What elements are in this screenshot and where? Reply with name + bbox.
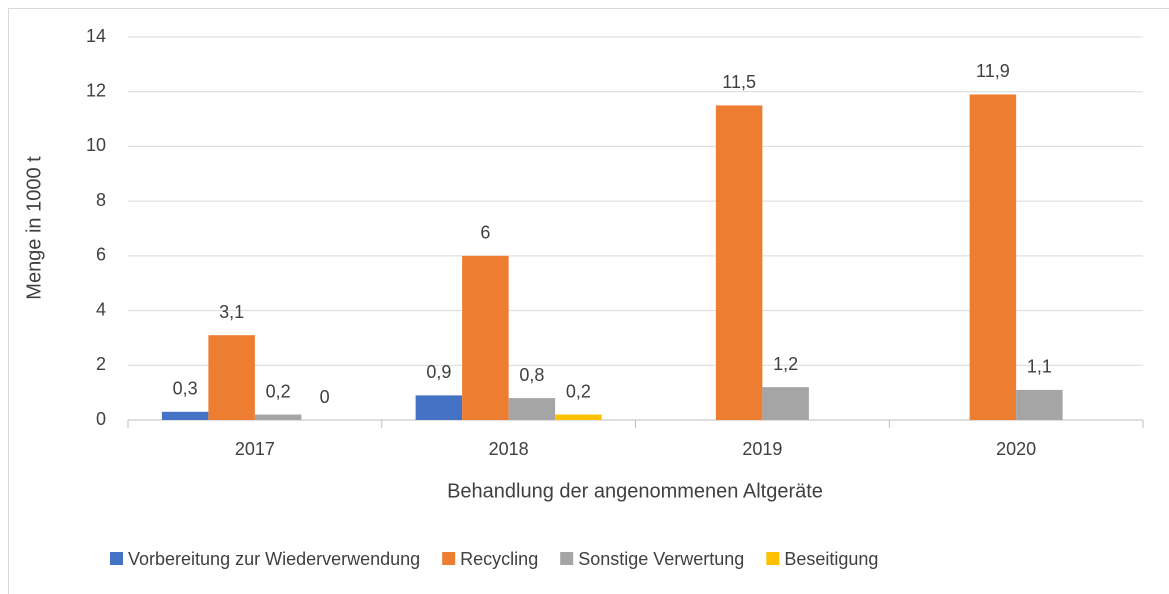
bar	[208, 335, 255, 420]
data-label: 0,9	[426, 362, 451, 382]
bar	[508, 398, 556, 420]
legend-label: Recycling	[460, 549, 538, 569]
y-tick-label: 10	[86, 135, 106, 155]
y-tick-label: 4	[96, 299, 106, 319]
x-axis-title: Behandlung der angenommenen Altgeräte	[447, 480, 823, 502]
data-label: 0,3	[173, 379, 198, 399]
y-tick-label: 2	[96, 354, 106, 374]
legend-label: Vorbereitung zur Wiederverwendung	[128, 549, 420, 569]
bar	[1016, 389, 1063, 420]
data-label: 0,2	[266, 381, 291, 401]
data-label: 1,2	[773, 354, 798, 374]
y-tick-label: 12	[86, 80, 106, 100]
y-tick-label: 8	[96, 190, 106, 210]
bar	[555, 414, 602, 420]
x-tick-label: 2019	[742, 439, 782, 459]
y-tick-label: 6	[96, 245, 106, 265]
bar	[462, 255, 509, 420]
bar	[415, 395, 463, 420]
legend-swatch	[442, 552, 456, 565]
bar	[254, 414, 302, 420]
bar	[762, 387, 809, 420]
bar	[161, 411, 209, 420]
data-label: 0,2	[566, 381, 591, 401]
bar	[969, 94, 1017, 420]
x-tick-label: 2018	[489, 439, 529, 459]
x-tick-label: 2020	[996, 439, 1036, 459]
legend-label: Beseitigung	[784, 549, 878, 569]
data-label: 6	[480, 223, 490, 243]
y-tick-label: 0	[96, 409, 106, 429]
legend-swatch	[766, 552, 780, 565]
data-label: 1,1	[1027, 357, 1052, 377]
data-label: 0,8	[519, 365, 544, 385]
legend-label: Sonstige Verwertung	[578, 549, 744, 569]
data-label: 11,9	[976, 61, 1010, 81]
data-label: 11,5	[722, 72, 756, 92]
bar	[715, 105, 763, 421]
y-axis-title: Menge in 1000 t	[23, 156, 45, 300]
legend-swatch	[560, 552, 574, 565]
chart-frame	[8, 8, 1169, 594]
legend-swatch	[110, 552, 123, 565]
data-label: 0	[320, 387, 330, 407]
data-label: 3,1	[219, 302, 244, 322]
x-tick-label: 2017	[235, 439, 275, 459]
y-tick-label: 14	[86, 26, 106, 46]
